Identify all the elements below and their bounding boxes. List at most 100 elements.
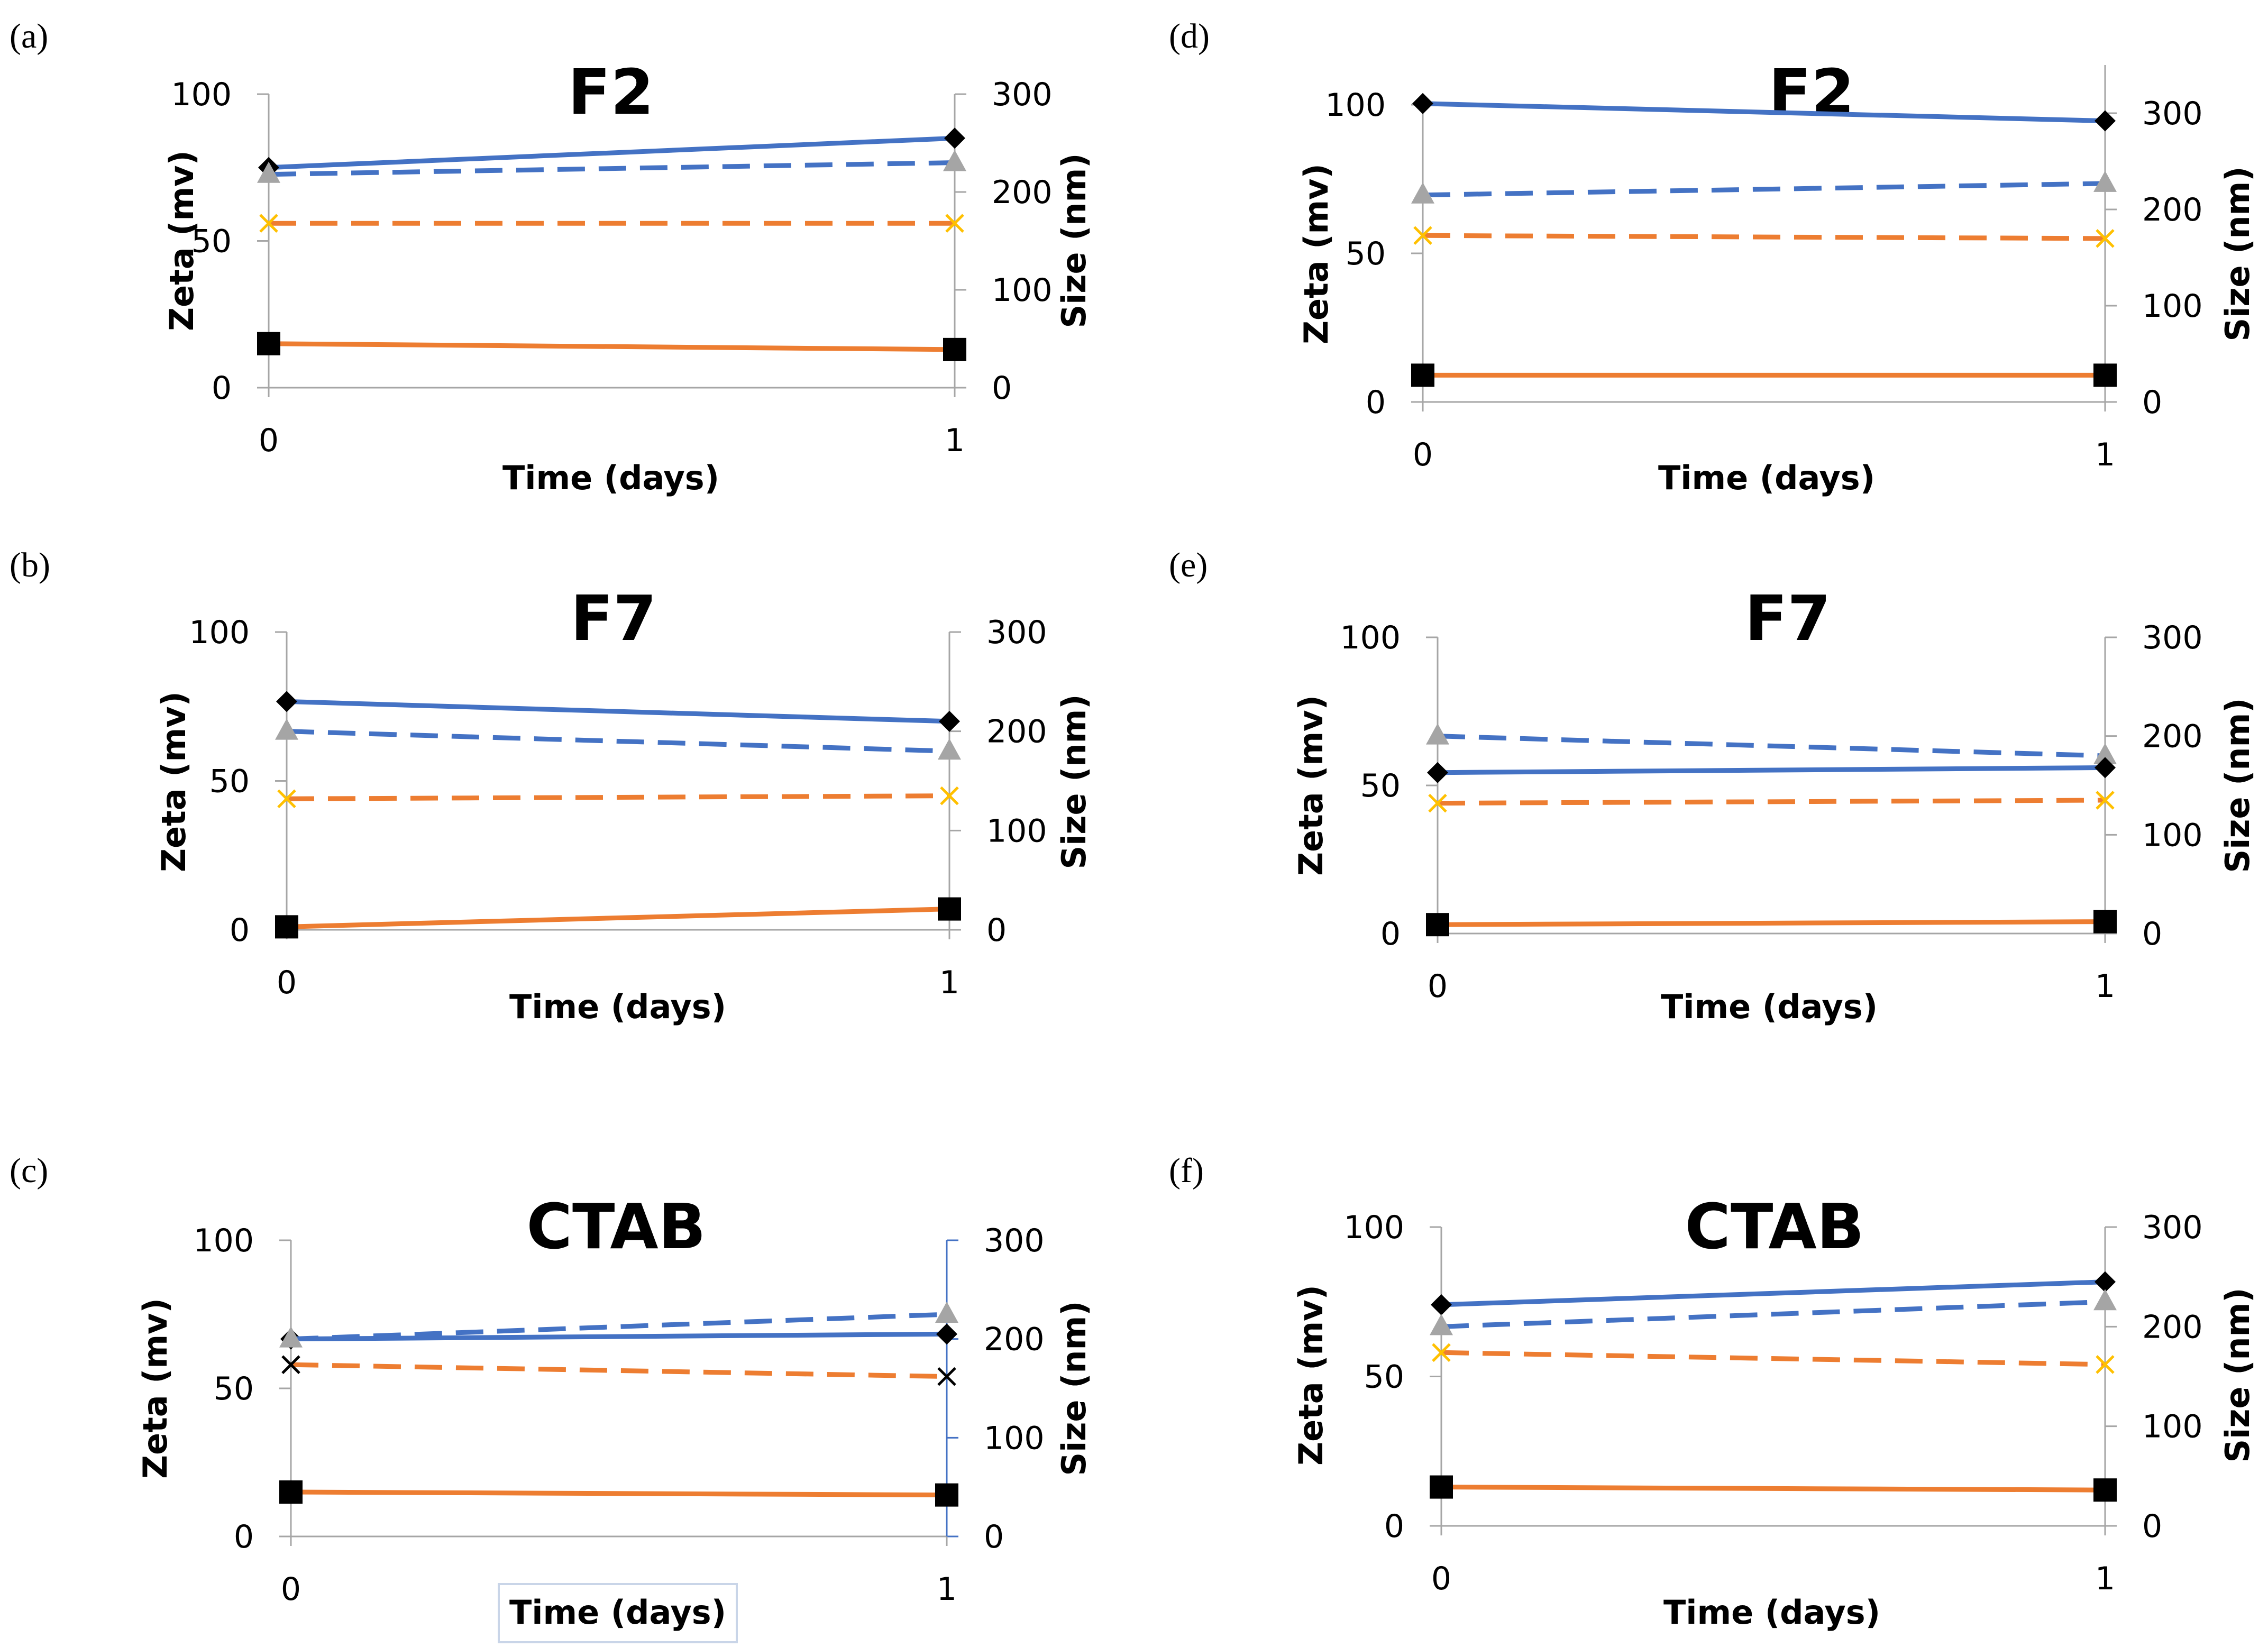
x-tick-label: 0 [1413, 436, 1433, 473]
marker-size-solid [1431, 1294, 1452, 1315]
marker-size-solid [2095, 1271, 2116, 1293]
chart-title: CTAB [526, 1190, 706, 1263]
x-tick-label: 0 [281, 1571, 301, 1608]
y2-tick-label: 200 [2142, 1309, 2203, 1346]
series-line-size-solid [290, 1331, 947, 1342]
y-tick-label: 100 [1340, 619, 1401, 656]
y-axis-label: Zeta (mv) [136, 1298, 175, 1479]
y2-tick-label: 100 [986, 812, 1047, 849]
series-line-size-dashed [1422, 181, 2106, 198]
y2-tick-label: 100 [2142, 817, 2203, 854]
y2-tick-label: 200 [984, 1321, 1045, 1358]
marker-size-dashed [275, 718, 298, 740]
x-axis-label: Time (days) [509, 1593, 726, 1632]
y-tick-label: 100 [1343, 1209, 1404, 1246]
y2-axis-label: Size (nm) [2218, 1287, 2257, 1462]
series-line-size-dashed [268, 160, 955, 177]
series-line-size-dashed [1441, 1299, 2106, 1329]
y-axis-label: Zeta (mv) [1292, 695, 1330, 876]
y-tick-label: 0 [230, 912, 250, 949]
chart-title: F7 [1745, 582, 1831, 655]
y2-tick-label: 0 [986, 912, 1007, 949]
series-line-zeta-dashed [1422, 233, 2106, 241]
y2-tick-label: 300 [984, 1222, 1045, 1259]
series-line-zeta-dashed [1441, 1350, 2106, 1367]
marker-zeta-solid [1426, 913, 1449, 937]
chart-title: F2 [568, 56, 654, 129]
marker-size-dashed [2093, 170, 2117, 192]
y-tick-label: 100 [171, 76, 232, 113]
x-axis-label: Time (days) [509, 987, 726, 1026]
x-axis-label: Time (days) [1661, 987, 1878, 1026]
y2-tick-label: 0 [2142, 1508, 2162, 1545]
y2-axis-label: Size (nm) [1055, 694, 1093, 869]
series-line-zeta-solid [290, 1489, 947, 1498]
y-axis-label: Zeta (mv) [1297, 163, 1336, 344]
marker-size-dashed [1430, 1314, 1453, 1335]
marker-zeta-dashed [1428, 793, 1447, 813]
x-tick-label: 0 [259, 422, 279, 459]
marker-size-solid [276, 691, 297, 712]
y2-tick-label: 100 [992, 272, 1053, 309]
y-tick-label: 100 [189, 614, 250, 651]
marker-zeta-solid [2093, 910, 2117, 934]
y-tick-label: 0 [234, 1518, 254, 1556]
chart-title: CTAB [1685, 1190, 1864, 1263]
y-axis-label: Zeta (mv) [1292, 1285, 1330, 1466]
panel-label: (d) [1169, 17, 1210, 56]
y2-tick-label: 300 [2142, 1209, 2203, 1246]
y-tick-label: 100 [1325, 87, 1386, 124]
y2-tick-label: 100 [984, 1420, 1045, 1457]
marker-zeta-solid [275, 915, 298, 939]
series-line-size-dashed [1437, 734, 2106, 758]
y-tick-label: 0 [1366, 384, 1386, 421]
series-line-size-solid [1437, 765, 2106, 775]
x-axis-label: Time (days) [1663, 1593, 1880, 1632]
marker-size-solid [1427, 762, 1448, 783]
x-tick-label: 1 [2095, 436, 2115, 473]
y2-tick-label: 200 [2142, 191, 2203, 228]
series-line-zeta-solid [286, 907, 950, 929]
marker-size-solid [1412, 93, 1433, 114]
y-tick-label: 0 [1384, 1508, 1404, 1545]
panel-label: (b) [10, 546, 50, 584]
series-line-zeta-dashed [286, 793, 950, 801]
series-line-size-solid [286, 699, 950, 724]
y2-axis-label: Size (nm) [2218, 166, 2257, 341]
y2-tick-label: 0 [984, 1518, 1004, 1556]
marker-zeta-dashed [281, 1355, 300, 1374]
x-tick-label: 1 [945, 422, 965, 459]
y2-tick-label: 300 [2142, 95, 2203, 132]
x-tick-label: 0 [1431, 1560, 1451, 1597]
marker-size-dashed [2093, 1289, 2117, 1311]
y2-tick-label: 200 [986, 713, 1047, 751]
marker-zeta-solid [2093, 1478, 2117, 1502]
marker-size-dashed [943, 150, 966, 171]
x-axis-label: Time (days) [502, 459, 719, 497]
marker-size-dashed [279, 1326, 303, 1348]
y-tick-label: 50 [1360, 767, 1401, 804]
y-tick-label: 50 [191, 223, 232, 260]
y-tick-label: 50 [209, 763, 250, 800]
marker-size-dashed [257, 161, 280, 183]
marker-zeta-solid [1430, 1475, 1453, 1499]
y-tick-label: 50 [1346, 235, 1386, 272]
y2-tick-label: 100 [2142, 288, 2203, 325]
y2-tick-label: 100 [2142, 1408, 2203, 1445]
y2-tick-label: 0 [2142, 384, 2162, 421]
x-axis-label: Time (days) [1658, 459, 1875, 497]
y-axis-label: Zeta (mv) [154, 691, 193, 872]
y2-tick-label: 300 [992, 76, 1053, 113]
marker-zeta-dashed [2096, 1355, 2115, 1374]
y-tick-label: 50 [1364, 1359, 1404, 1396]
series-line-size-dashed [290, 1312, 947, 1342]
series-line-zeta-dashed [290, 1362, 947, 1379]
y-tick-label: 0 [1380, 916, 1401, 953]
y2-tick-label: 200 [992, 174, 1053, 211]
marker-zeta-solid [943, 337, 966, 361]
marker-zeta-solid [935, 1483, 958, 1507]
